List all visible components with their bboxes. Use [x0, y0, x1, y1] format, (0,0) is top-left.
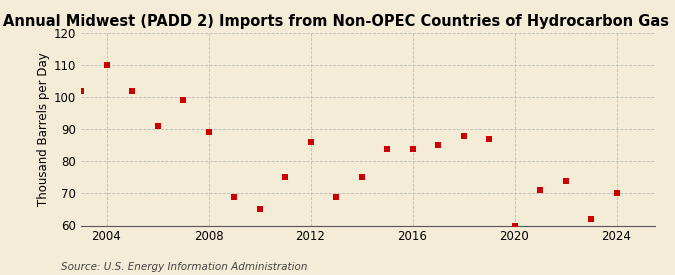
Point: [76, 89, 86, 93]
Point: [433, 143, 443, 147]
Text: Source: U.S. Energy Information Administration: Source: U.S. Energy Information Administ…: [61, 262, 307, 272]
Y-axis label: Thousand Barrels per Day: Thousand Barrels per Day: [36, 52, 49, 206]
Point: [535, 188, 545, 192]
Point: [356, 175, 367, 180]
Title: Annual Midwest (PADD 2) Imports from Non-OPEC Countries of Hydrocarbon Gas Liqui: Annual Midwest (PADD 2) Imports from Non…: [3, 14, 675, 29]
Point: [331, 194, 342, 199]
Point: [611, 191, 622, 196]
Point: [254, 207, 265, 212]
Point: [229, 194, 240, 199]
Point: [127, 89, 138, 93]
Point: [458, 133, 469, 138]
Point: [203, 130, 214, 135]
Point: [178, 98, 188, 103]
Point: [509, 223, 520, 228]
Point: [305, 140, 316, 144]
Point: [483, 137, 494, 141]
Point: [101, 63, 112, 67]
Point: [381, 146, 392, 151]
Point: [279, 175, 290, 180]
Point: [560, 178, 571, 183]
Point: [407, 146, 418, 151]
Point: [152, 124, 163, 128]
Point: [586, 217, 597, 221]
